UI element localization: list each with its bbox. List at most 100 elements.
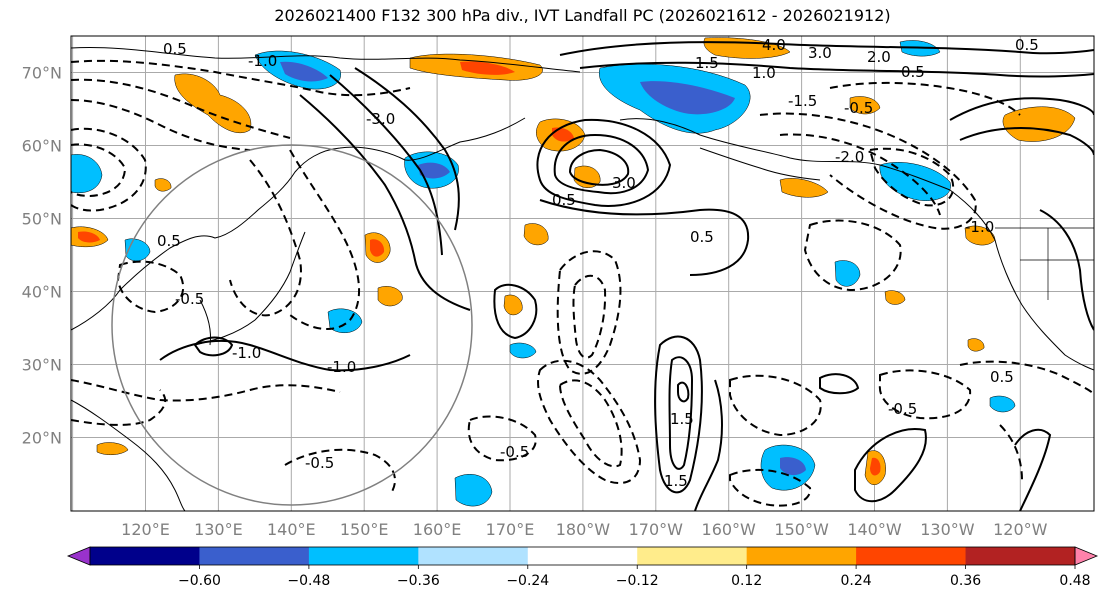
longitude-label: 120°W — [993, 520, 1048, 539]
coast-north-america — [994, 239, 1094, 371]
contour-neg-south-1 — [284, 448, 396, 496]
contour-pos-subtrop-loop-3 — [677, 381, 690, 403]
contour-label: 0.5 — [1015, 36, 1039, 54]
contour-neg-north-1 — [71, 59, 411, 97]
contour-pos-upper-ridge-2 — [329, 74, 443, 256]
longitude-label: 140°E — [267, 520, 316, 539]
contour-label: -1.0 — [327, 358, 356, 376]
colorbar-tick-label: 0.36 — [950, 573, 981, 589]
colorbar-extend-low — [66, 546, 91, 566]
contour-label: -3.0 — [366, 110, 395, 128]
pos-fill-mid-3 — [523, 223, 549, 246]
latitude-label: 40°N — [22, 283, 62, 302]
contour-neg-east-mid-2 — [729, 374, 822, 437]
contour-pos-east-2 — [949, 97, 1094, 121]
contour-pos-subtrop-loop-1 — [654, 335, 703, 494]
colorbar-tick-label: 0.12 — [731, 573, 762, 589]
longitude-label: 170°E — [486, 520, 535, 539]
contour-neg-gulf-alaska-1 — [759, 112, 977, 230]
contour-label: 3.0 — [808, 44, 832, 62]
contour-label: 2.0 — [867, 48, 891, 66]
contour-neg-east-5 — [999, 424, 1023, 481]
contour-label: 3.0 — [612, 174, 636, 192]
contour-neg-east-mid-1 — [803, 219, 902, 292]
pos-fill-east-3 — [779, 178, 829, 198]
contour-label: -1.0 — [232, 344, 261, 362]
neg-fill-west-edge — [71, 154, 103, 193]
longitude-label: 140°W — [847, 520, 902, 539]
positive-contours — [159, 41, 1094, 511]
contour-label: 1.0 — [752, 64, 776, 82]
contour-label: 0.5 — [901, 63, 925, 81]
coast-aleutians — [699, 147, 821, 181]
pos-fill-small-4 — [967, 338, 985, 352]
coast-siberia-north — [71, 46, 581, 73]
colorbar-segment — [308, 547, 419, 565]
contour-neg-gulf-alaska-3 — [868, 147, 955, 207]
contour-label: -2.0 — [835, 148, 864, 166]
neg-fill-subtropic-2 — [454, 474, 493, 507]
contour-neg-east-mid-3 — [878, 369, 972, 420]
contour-neg-east-north — [829, 81, 1021, 116]
pos-fill-mid-2 — [377, 286, 403, 307]
contour-pos-mid-pacific-1 — [539, 199, 750, 276]
pos-fill-small-1 — [884, 290, 906, 305]
contour-labels: 4.0 3.0 2.0 1.5 1.0 0.5 -3.0 0.5 -1.5 -0… — [157, 36, 1039, 490]
contour-neg-south-japan-1 — [71, 379, 341, 402]
neg-fill-okhotsk-core — [280, 61, 328, 82]
contour-neg-subtrop-2 — [558, 379, 623, 468]
contour-neg-mid-1 — [556, 250, 622, 375]
longitude-label: 150°E — [340, 520, 389, 539]
longitude-label: 170°W — [629, 520, 684, 539]
colorbar-segment — [199, 547, 310, 565]
contour-neg-gulf-alaska-2 — [779, 133, 941, 216]
colorbar-outline — [89, 546, 1076, 566]
colorbar-segment — [637, 547, 748, 565]
contour-neg-west-mid — [116, 260, 185, 314]
contour-label: -0.5 — [175, 290, 204, 308]
contour-pos-east-3 — [959, 127, 1094, 156]
contour-neg-east-4 — [959, 360, 1094, 396]
coast-china — [71, 399, 186, 511]
contour-pos-rockies — [1039, 209, 1094, 331]
latitude-label: 50°N — [22, 210, 62, 229]
contour-pos-north-band-1 — [559, 41, 1094, 56]
contour-neg-west-loop — [71, 127, 147, 212]
latitude-label: 20°N — [22, 429, 62, 448]
contour-pos-upper-ridge-3 — [354, 67, 460, 231]
contour-pos-east-1 — [819, 373, 860, 395]
pos-fill-west-edge-core — [78, 231, 100, 243]
colorbar-tick-label: 0.48 — [1059, 573, 1090, 589]
contour-label: 0.5 — [990, 368, 1014, 386]
contour-label: -0.5 — [500, 443, 529, 461]
colorbar-extend-high — [1074, 546, 1099, 566]
map-frame — [70, 35, 1095, 512]
contour-neg-north-2 — [71, 78, 291, 139]
pos-fill-mid-4 — [503, 294, 523, 316]
contour-pos-north-band-2 — [579, 61, 1094, 78]
contour-pos-upper-ridge — [299, 94, 471, 311]
pos-fill-hawaii-core — [870, 457, 881, 476]
longitude-label: 130°E — [194, 520, 243, 539]
contour-label: 0.5 — [690, 228, 714, 246]
contour-label: 0.5 — [552, 191, 576, 209]
longitude-label: 180°W — [556, 520, 611, 539]
pos-fill-pacific-2 — [573, 165, 601, 188]
contour-label: 1.5 — [664, 472, 688, 490]
contour-label: 1.5 — [670, 410, 694, 428]
contour-pos-bering-loop-1 — [536, 118, 672, 207]
neg-fill-kamchatka-core — [418, 162, 450, 179]
neg-fill-subtropic-7 — [989, 395, 1016, 413]
contour-neg-okhotsk — [289, 149, 361, 331]
colorbar-segment — [527, 547, 638, 565]
contour-pos-subtrop-loop-2 — [668, 356, 694, 470]
contour-label: -0.5 — [844, 99, 873, 117]
contour-label: -0.5 — [888, 400, 917, 418]
colorbar-tick-label: 0.24 — [841, 573, 872, 589]
longitude-label: 160°W — [702, 520, 757, 539]
latitude-label: 70°N — [22, 64, 62, 83]
contour-label: 4.0 — [762, 36, 786, 54]
neg-fill-subtropic-1-core — [780, 457, 806, 476]
contour-label: 0.5 — [157, 232, 181, 250]
